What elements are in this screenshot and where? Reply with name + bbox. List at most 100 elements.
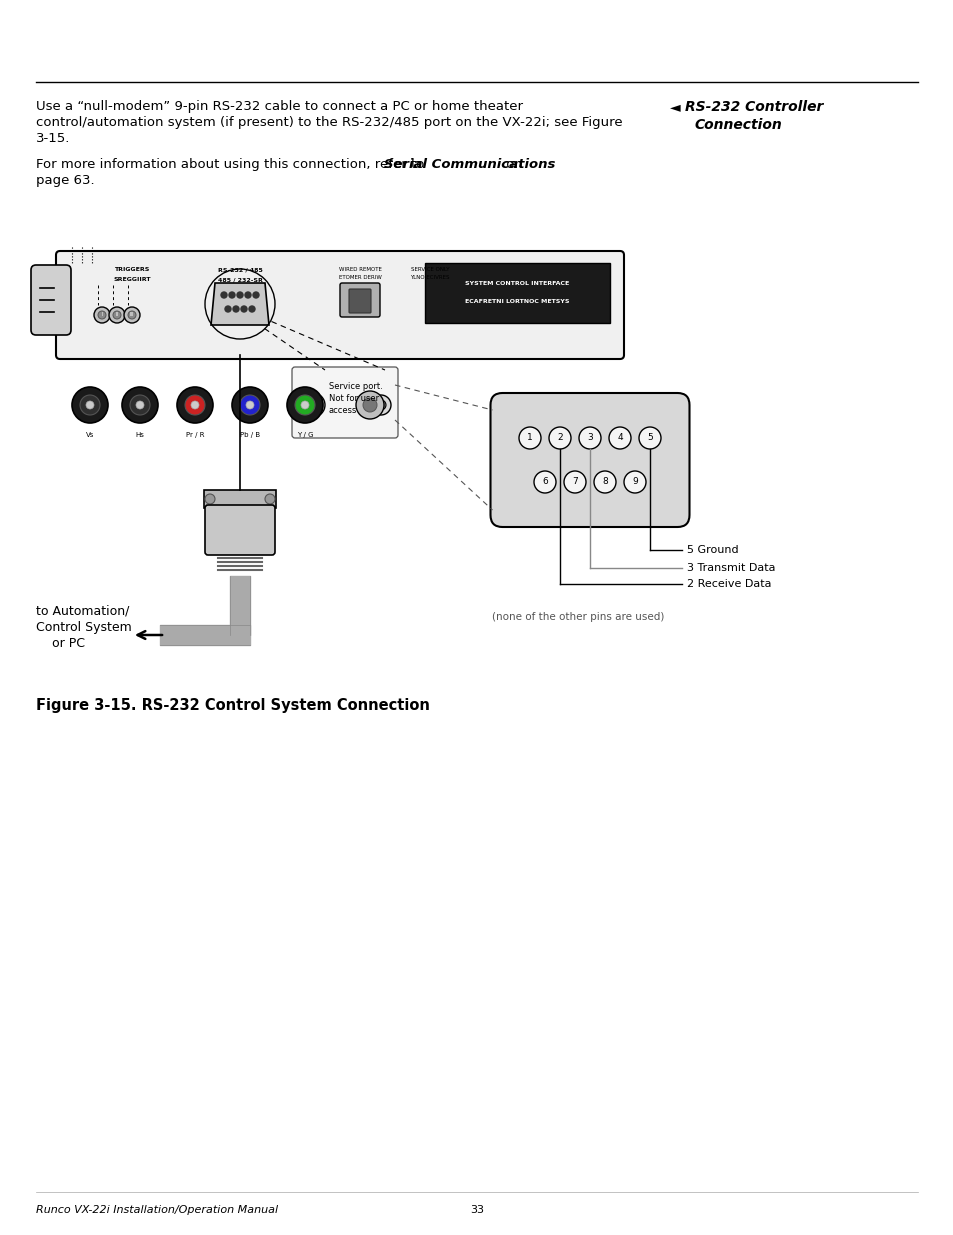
Text: Connection: Connection <box>695 119 781 132</box>
Circle shape <box>363 398 376 412</box>
Text: 8: 8 <box>601 478 607 487</box>
Circle shape <box>130 395 150 415</box>
Circle shape <box>136 401 144 409</box>
Circle shape <box>249 306 254 312</box>
Circle shape <box>548 427 571 450</box>
Text: For more information about using this connection, refer to: For more information about using this co… <box>36 158 428 170</box>
Text: RS-232 Controller: RS-232 Controller <box>684 100 822 114</box>
Circle shape <box>371 395 391 415</box>
FancyBboxPatch shape <box>339 283 379 317</box>
Text: SREGGIIRT: SREGGIIRT <box>113 277 151 282</box>
Text: RS-232 / 485: RS-232 / 485 <box>217 267 262 272</box>
Text: Pb / B: Pb / B <box>240 432 260 438</box>
Circle shape <box>608 427 630 450</box>
Text: 6: 6 <box>541 478 547 487</box>
Text: 2: 2 <box>557 433 562 442</box>
Text: 9: 9 <box>632 478 638 487</box>
Circle shape <box>229 291 234 298</box>
Text: SYSTEM CONTROL INTERFACE: SYSTEM CONTROL INTERFACE <box>465 282 569 287</box>
Circle shape <box>245 291 251 298</box>
Text: 4: 4 <box>617 433 622 442</box>
FancyBboxPatch shape <box>490 393 689 527</box>
Circle shape <box>307 399 318 411</box>
Text: SERVICE ONLY: SERVICE ONLY <box>411 267 449 272</box>
Text: page 63.: page 63. <box>36 174 94 186</box>
Circle shape <box>221 291 227 298</box>
FancyBboxPatch shape <box>204 490 275 508</box>
Polygon shape <box>211 283 269 325</box>
Text: Hs: Hs <box>135 432 144 438</box>
Text: I: I <box>101 312 103 317</box>
Text: on: on <box>501 158 522 170</box>
Text: 1: 1 <box>527 433 533 442</box>
Circle shape <box>294 395 314 415</box>
Circle shape <box>112 311 121 319</box>
Text: 3: 3 <box>586 433 592 442</box>
Circle shape <box>205 494 214 504</box>
Text: or PC: or PC <box>36 637 85 650</box>
Text: 33: 33 <box>470 1205 483 1215</box>
Text: WIRED REMOTE: WIRED REMOTE <box>338 267 381 272</box>
FancyBboxPatch shape <box>205 505 274 555</box>
Circle shape <box>177 387 213 424</box>
Text: Y / G: Y / G <box>296 432 313 438</box>
Circle shape <box>639 427 660 450</box>
Text: Pr / R: Pr / R <box>186 432 204 438</box>
Text: 3-15.: 3-15. <box>36 132 71 144</box>
Text: 485 / 232-SR: 485 / 232-SR <box>217 277 262 282</box>
Text: ◄: ◄ <box>669 100 679 114</box>
Text: III: III <box>130 312 134 317</box>
Circle shape <box>86 401 94 409</box>
Circle shape <box>534 471 556 493</box>
Text: 3 Transmit Data: 3 Transmit Data <box>687 563 775 573</box>
Circle shape <box>355 391 384 419</box>
FancyBboxPatch shape <box>349 289 371 312</box>
Text: TRIGGERS: TRIGGERS <box>114 267 150 272</box>
Circle shape <box>563 471 585 493</box>
Circle shape <box>232 387 268 424</box>
FancyBboxPatch shape <box>30 266 71 335</box>
Text: control/automation system (if present) to the RS-232/485 port on the VX-22i; see: control/automation system (if present) t… <box>36 116 622 128</box>
Text: II: II <box>115 312 118 317</box>
Text: Service port.: Service port. <box>329 382 382 391</box>
Circle shape <box>109 308 125 324</box>
Circle shape <box>311 403 314 408</box>
Text: 7: 7 <box>572 478 578 487</box>
FancyBboxPatch shape <box>424 263 609 324</box>
Circle shape <box>233 306 239 312</box>
Text: Not for user: Not for user <box>329 394 378 403</box>
Circle shape <box>287 387 323 424</box>
Circle shape <box>301 401 309 409</box>
Circle shape <box>623 471 645 493</box>
Circle shape <box>241 306 247 312</box>
Circle shape <box>518 427 540 450</box>
Text: Vs: Vs <box>86 432 94 438</box>
Circle shape <box>240 395 260 415</box>
Circle shape <box>128 311 136 319</box>
Circle shape <box>265 494 274 504</box>
Circle shape <box>594 471 616 493</box>
Text: YLNO ECIVRES: YLNO ECIVRES <box>410 275 449 280</box>
Circle shape <box>225 306 231 312</box>
Text: Figure 3-15. RS-232 Control System Connection: Figure 3-15. RS-232 Control System Conne… <box>36 698 430 713</box>
Circle shape <box>191 401 199 409</box>
Circle shape <box>246 401 253 409</box>
Text: Runco VX-22i Installation/Operation Manual: Runco VX-22i Installation/Operation Manu… <box>36 1205 278 1215</box>
Circle shape <box>301 393 325 417</box>
Text: 5: 5 <box>646 433 652 442</box>
Text: to Automation/: to Automation/ <box>36 605 130 618</box>
Circle shape <box>185 395 205 415</box>
FancyBboxPatch shape <box>292 367 397 438</box>
Text: 2 Receive Data: 2 Receive Data <box>687 579 771 589</box>
FancyBboxPatch shape <box>56 251 623 359</box>
Text: (none of the other pins are used): (none of the other pins are used) <box>492 613 664 622</box>
Text: Serial Communications: Serial Communications <box>384 158 555 170</box>
Text: 5 Ground: 5 Ground <box>687 545 739 555</box>
Circle shape <box>375 400 386 410</box>
Text: ETOMER DERIW: ETOMER DERIW <box>338 275 381 280</box>
Circle shape <box>236 291 243 298</box>
Text: Use a “null-modem” 9-pin RS-232 cable to connect a PC or home theater: Use a “null-modem” 9-pin RS-232 cable to… <box>36 100 522 112</box>
Text: ECAFRETNI LORTNOC METSYS: ECAFRETNI LORTNOC METSYS <box>465 299 569 304</box>
Circle shape <box>94 308 110 324</box>
Circle shape <box>71 387 108 424</box>
